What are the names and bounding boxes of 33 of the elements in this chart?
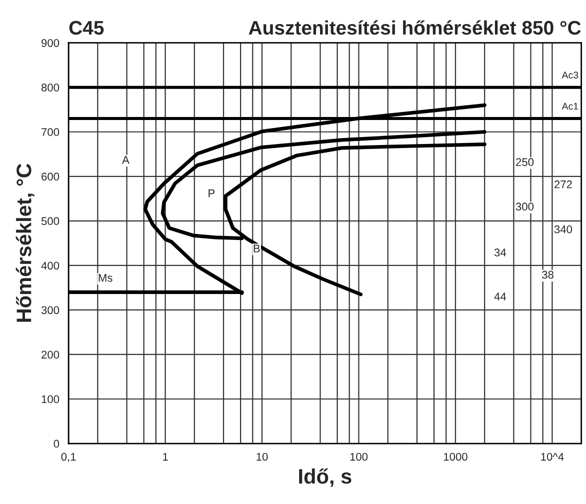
y-tick-label: 800: [41, 84, 60, 92]
y-tick-label: 400: [41, 262, 60, 270]
y-tick-label: 900: [42, 39, 60, 47]
ref-line-label: Ac1: [562, 102, 578, 110]
annotation: B: [254, 244, 260, 252]
annotation: 250: [516, 158, 534, 166]
x-tick-label: 1000: [444, 452, 468, 461]
annotation: A: [122, 156, 130, 164]
chart-subtitle: Ausztenitesítési hőmérséklet 850 °C: [248, 20, 581, 35]
x-axis-title: Idő, s: [299, 468, 352, 487]
annotation: 300: [516, 202, 534, 211]
annotation: Ms: [98, 274, 112, 282]
annotation: 34: [494, 248, 506, 256]
x-tick-label: 10: [256, 452, 268, 461]
x-tick-label: 1: [163, 452, 168, 461]
y-tick-label: 500: [41, 217, 60, 226]
x-tick-label: 0,1: [61, 452, 76, 462]
y-tick-label: 100: [42, 395, 60, 404]
y-tick-label: 200: [42, 350, 60, 359]
annotation: 340: [554, 225, 572, 234]
annotation: 272: [554, 180, 572, 188]
x-tick-label: 100: [350, 452, 368, 461]
y-tick-label: 700: [42, 128, 60, 136]
chart-title: C45: [69, 20, 104, 35]
y-tick-label: 0: [54, 440, 60, 448]
y-tick-label: 300: [41, 306, 60, 314]
annotation: P: [208, 189, 215, 198]
annotation: 44: [494, 292, 506, 300]
ref-line-label: Ac3: [562, 72, 578, 78]
y-axis-title: Hőmérséklet, °C: [16, 164, 34, 322]
x-tick-label: 10^4: [541, 452, 564, 461]
y-tick-label: 600: [42, 172, 60, 181]
annotation: 38: [542, 270, 554, 279]
